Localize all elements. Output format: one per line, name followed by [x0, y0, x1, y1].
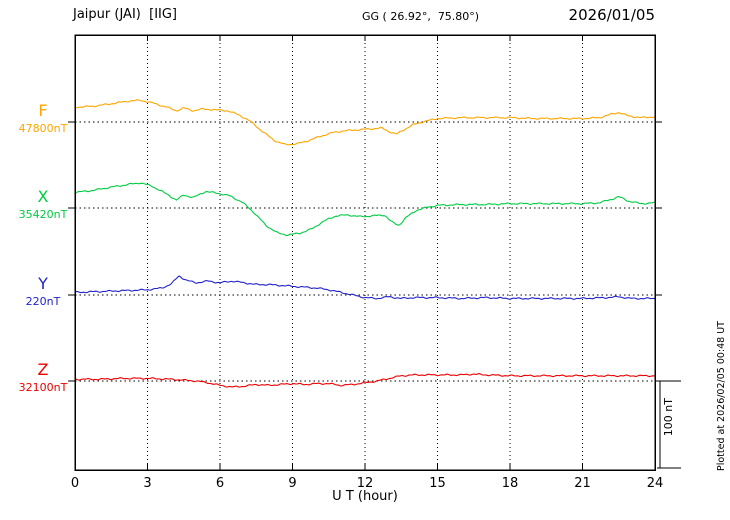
- series-label-X: X 35420nT: [16, 188, 70, 221]
- series-label-Y: Y 220nT: [16, 275, 70, 308]
- x-tick-label: 3: [143, 476, 151, 491]
- x-tick-label: 24: [647, 476, 664, 491]
- series-baseline-X: 35420nT: [18, 208, 68, 221]
- x-axis-title: U T (hour): [332, 489, 398, 504]
- series-line-F: [74, 99, 656, 146]
- scale-bar-label: 100 nT: [662, 398, 675, 437]
- x-tick-label: 21: [574, 476, 591, 491]
- series-name-Y: Y: [38, 274, 48, 293]
- x-tick-label: 12: [357, 476, 374, 491]
- x-tick-label: 15: [429, 476, 446, 491]
- geo-coordinates: GG ( 26.92°, 75.80°): [362, 10, 480, 23]
- plot-border: [74, 34, 656, 471]
- x-tick-label: 9: [288, 476, 296, 491]
- plot-date: 2026/01/05: [568, 6, 655, 24]
- station-title: Jaipur (JAI) [IIG]: [73, 7, 178, 22]
- series-line-Y: [74, 275, 656, 300]
- series-name-X: X: [37, 187, 49, 206]
- series-line-X: [74, 182, 656, 237]
- series-baseline-Z: 32100nT: [18, 381, 68, 394]
- x-tick-label: 6: [216, 476, 224, 491]
- series-label-F: F 47800nT: [16, 102, 70, 135]
- series-name-F: F: [38, 101, 48, 120]
- series-baseline-Y: 220nT: [25, 295, 61, 308]
- x-tick-label: 18: [502, 476, 519, 491]
- series-line-Z: [74, 373, 656, 388]
- series-baseline-F: 47800nT: [18, 122, 68, 135]
- plotted-at-note: Plotted at 2026/02/05 00:48 UT: [716, 320, 727, 471]
- x-tick-label: 0: [71, 476, 79, 491]
- series-label-Z: Z 32100nT: [16, 361, 70, 394]
- series-name-Z: Z: [37, 360, 49, 379]
